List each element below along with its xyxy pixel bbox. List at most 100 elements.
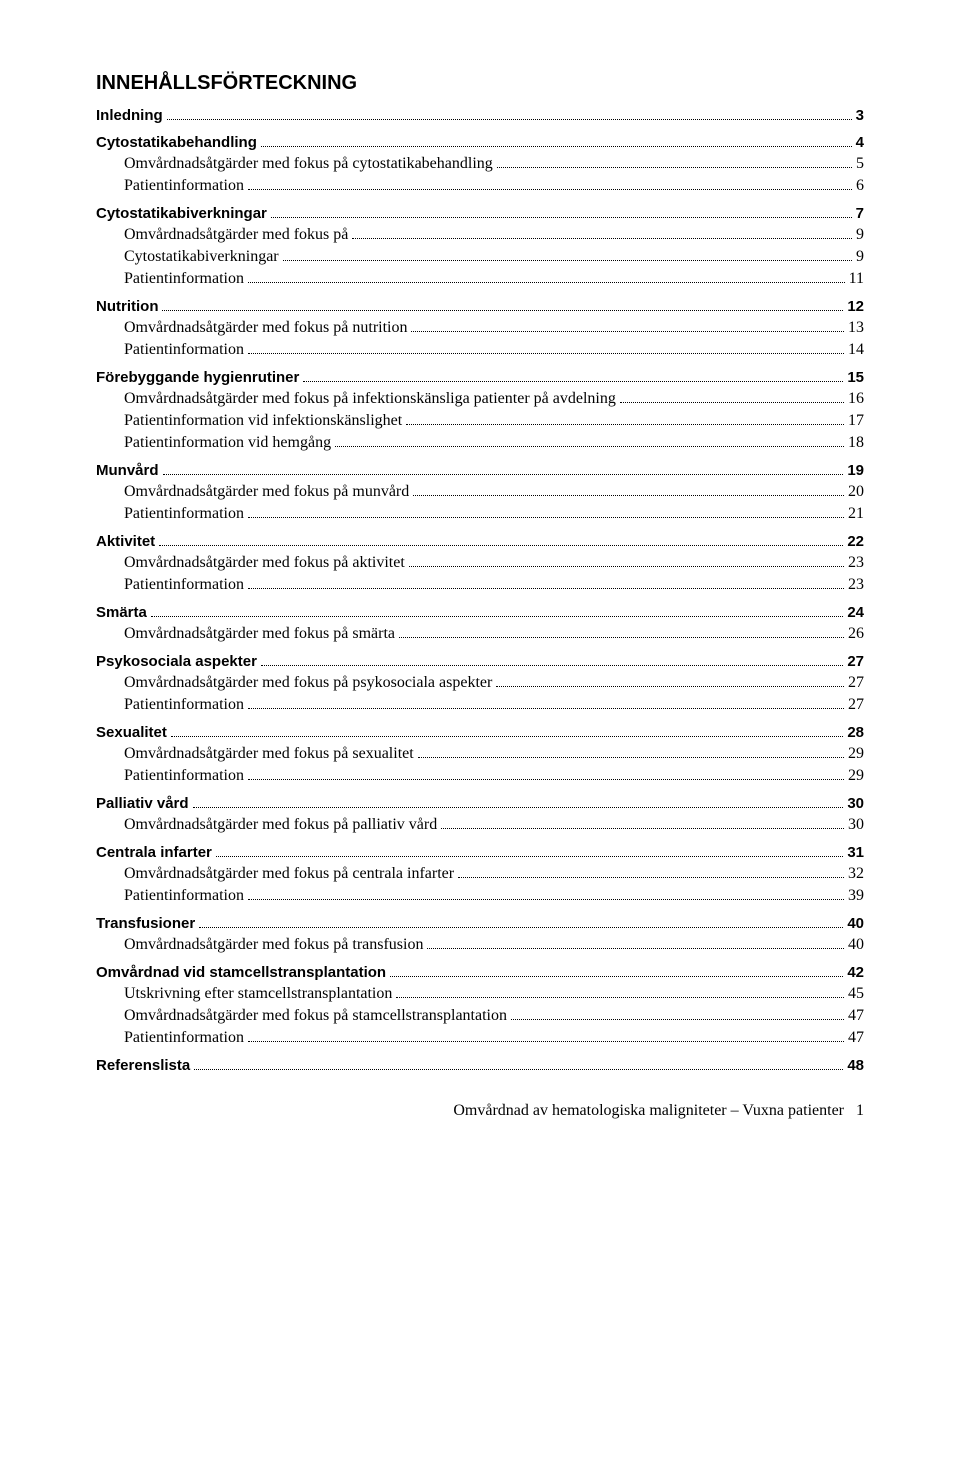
toc-entry: Omvårdnadsåtgärder med fokus på nutritio… bbox=[124, 319, 864, 337]
toc-entry: Patientinformation11 bbox=[124, 270, 864, 288]
toc-entry: Förebyggande hygienrutiner 15 bbox=[96, 369, 864, 386]
toc-entry-page: 14 bbox=[848, 341, 864, 359]
toc-entry: Omvårdnadsåtgärder med fokus på palliati… bbox=[124, 816, 864, 834]
toc-leader bbox=[396, 997, 844, 998]
toc-entry: Smärta 24 bbox=[96, 604, 864, 621]
toc-leader bbox=[271, 217, 852, 218]
toc-entry-page: 12 bbox=[847, 298, 864, 315]
toc-leader bbox=[406, 424, 844, 425]
toc-leader bbox=[620, 402, 844, 403]
toc-entry-page: 28 bbox=[847, 724, 864, 741]
toc-entry-page: 47 bbox=[848, 1029, 864, 1047]
toc-entry: Centrala infarter31 bbox=[96, 844, 864, 861]
toc-entry-label: Patientinformation bbox=[124, 696, 244, 714]
toc-entry: Patientinformation39 bbox=[124, 887, 864, 905]
toc-leader bbox=[261, 146, 852, 147]
toc-entry: Utskrivning efter stamcellstransplantati… bbox=[124, 985, 864, 1003]
toc-entry-label: Omvårdnadsåtgärder med fokus på smärta bbox=[124, 625, 395, 643]
toc-entry: Omvårdnad vid stamcellstransplantation42 bbox=[96, 964, 864, 981]
toc-entry: Patientinformation 23 bbox=[124, 576, 864, 594]
toc-entry-label: Omvårdnadsåtgärder med fokus på cytostat… bbox=[124, 155, 493, 173]
toc-entry-label: Omvårdnadsåtgärder med fokus på aktivite… bbox=[124, 554, 405, 572]
toc-leader bbox=[248, 708, 844, 709]
toc-entry: Omvårdnadsåtgärder med fokus på stamcell… bbox=[124, 1007, 864, 1025]
toc-entry-label: Transfusioner bbox=[96, 915, 195, 932]
toc-entry-page: 15 bbox=[847, 369, 864, 386]
toc-entry-page: 3 bbox=[856, 107, 864, 124]
toc-entry-page: 13 bbox=[848, 319, 864, 337]
toc-entry: Patientinformation 27 bbox=[124, 696, 864, 714]
toc-entry-label: Omvårdnadsåtgärder med fokus på sexualit… bbox=[124, 745, 414, 763]
toc-entry: Omvårdnadsåtgärder med fokus på transfus… bbox=[124, 936, 864, 954]
toc-entry-page: 27 bbox=[848, 696, 864, 714]
toc-entry: Aktivitet22 bbox=[96, 533, 864, 550]
toc-entry-page: 48 bbox=[847, 1057, 864, 1074]
toc-entry-page: 4 bbox=[856, 134, 864, 151]
toc-entry-label: Patientinformation bbox=[124, 177, 244, 195]
toc-entry-page: 42 bbox=[847, 964, 864, 981]
toc-entry-label: Förebyggande hygienrutiner bbox=[96, 369, 299, 386]
toc-entry-page: 24 bbox=[847, 604, 864, 621]
toc-entry-label: Cytostatikabehandling bbox=[96, 134, 257, 151]
toc-entry-label: Patientinformation bbox=[124, 1029, 244, 1047]
toc-entry-page: 40 bbox=[848, 936, 864, 954]
toc-entry: Omvårdnadsåtgärder med fokus på centrala… bbox=[124, 865, 864, 883]
toc-entry-label: Munvård bbox=[96, 462, 159, 479]
toc-entry-page: 39 bbox=[848, 887, 864, 905]
toc-leader bbox=[248, 1041, 844, 1042]
toc-leader bbox=[413, 495, 844, 496]
toc-entry-label: Patientinformation vid hemgång bbox=[124, 434, 331, 452]
toc-entry-label: Patientinformation bbox=[124, 505, 244, 523]
toc-leader bbox=[458, 877, 844, 878]
toc-entry-label: Patientinformation bbox=[124, 341, 244, 359]
toc-entry: Referenslista 48 bbox=[96, 1057, 864, 1074]
toc-entry-page: 31 bbox=[847, 844, 864, 861]
toc-entry-label: Omvårdnadsåtgärder med fokus på palliati… bbox=[124, 816, 437, 834]
toc-leader bbox=[511, 1019, 844, 1020]
toc-leader bbox=[199, 927, 843, 928]
toc-entry-label: Patientinformation bbox=[124, 576, 244, 594]
toc-entry: Omvårdnadsåtgärder med fokus på aktivite… bbox=[124, 554, 864, 572]
toc-entry: Nutrition 12 bbox=[96, 298, 864, 315]
toc-leader bbox=[248, 353, 844, 354]
toc-entry-page: 27 bbox=[848, 674, 864, 692]
toc-entry: Patientinformation vid hemgång 18 bbox=[124, 434, 864, 452]
toc-entry-page: 22 bbox=[847, 533, 864, 550]
toc-entry-page: 40 bbox=[847, 915, 864, 932]
toc-leader bbox=[216, 856, 843, 857]
toc-entry-label: Omvårdnadsåtgärder med fokus på psykosoc… bbox=[124, 674, 492, 692]
toc-entry-label: Omvårdnadsåtgärder med fokus på munvård bbox=[124, 483, 409, 501]
toc-entry-page: 7 bbox=[856, 205, 864, 222]
toc-leader bbox=[248, 779, 844, 780]
toc-entry-page: 19 bbox=[847, 462, 864, 479]
toc-leader bbox=[159, 545, 843, 546]
toc-entry-page: 17 bbox=[848, 412, 864, 430]
toc-entry-label: Cytostatikabiverkningar bbox=[96, 205, 267, 222]
toc-leader bbox=[390, 976, 843, 977]
toc-entry-label: Smärta bbox=[96, 604, 147, 621]
toc-entry-page: 16 bbox=[848, 390, 864, 408]
toc-leader bbox=[418, 757, 844, 758]
toc-entry-page: 6 bbox=[856, 177, 864, 195]
toc-leader bbox=[399, 637, 844, 638]
toc-entry-label: Inledning bbox=[96, 107, 163, 124]
toc-entry-label: Sexualitet bbox=[96, 724, 167, 741]
toc-entry-label: Omvårdnadsåtgärder med fokus på bbox=[124, 226, 348, 244]
toc-entry: Transfusioner 40 bbox=[96, 915, 864, 932]
toc-leader bbox=[162, 310, 843, 311]
toc-entry-label: Nutrition bbox=[96, 298, 158, 315]
toc-entry-page: 23 bbox=[848, 576, 864, 594]
toc-entry-label: Psykosociala aspekter bbox=[96, 653, 257, 670]
toc-entry-page: 30 bbox=[847, 795, 864, 812]
toc-entry-page: 11 bbox=[849, 270, 864, 288]
toc-entry: Omvårdnadsåtgärder med fokus på smärta26 bbox=[124, 625, 864, 643]
toc-leader bbox=[283, 260, 852, 261]
toc-entry-label: Referenslista bbox=[96, 1057, 190, 1074]
toc-entry-page: 18 bbox=[848, 434, 864, 452]
toc-entry-label: Omvårdnadsåtgärder med fokus på centrala… bbox=[124, 865, 454, 883]
page-title: INNEHÅLLSFÖRTECKNING bbox=[96, 72, 864, 95]
toc-entry: Inledning 3 bbox=[96, 107, 864, 124]
toc-leader bbox=[167, 119, 852, 120]
toc-leader bbox=[194, 1069, 843, 1070]
toc-leader bbox=[303, 381, 843, 382]
